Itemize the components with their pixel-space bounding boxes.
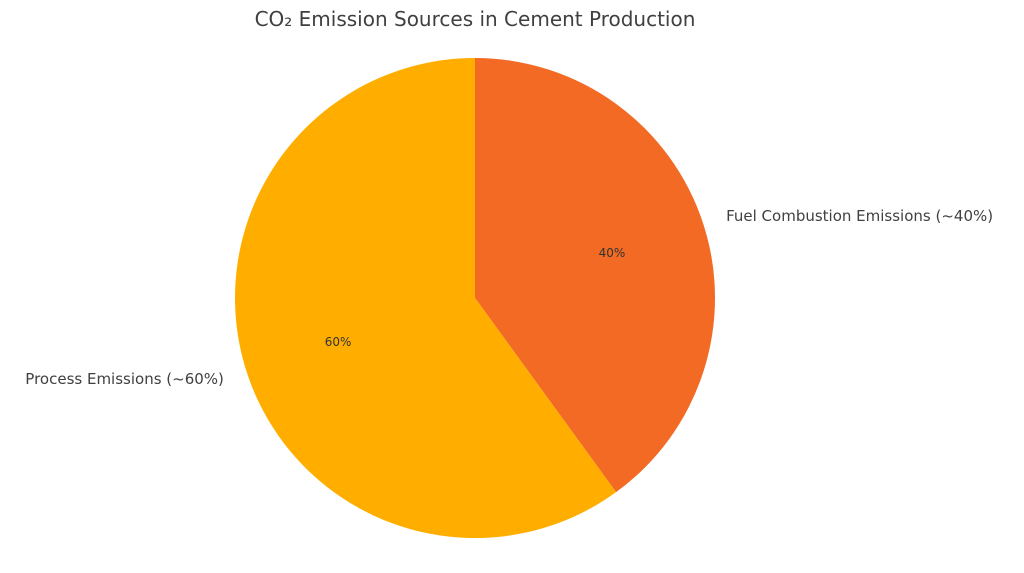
slice-category-label-0: Fuel Combustion Emissions (~40%) (726, 207, 993, 225)
pie-slices (235, 58, 716, 538)
slice-percent-label-0: 40% (599, 246, 626, 260)
pie-labels: 40% Fuel Combustion Emissions (~40%) 60% Pr… (25, 207, 993, 388)
chart-title: CO₂ Emission Sources in Cement Productio… (255, 7, 696, 31)
slice-percent-label-1: 60% (325, 335, 352, 349)
pie-slice-0 (475, 58, 716, 493)
pie-slice-1 (235, 58, 617, 538)
slice-category-label-1: Process Emissions (~60%) (25, 370, 224, 388)
